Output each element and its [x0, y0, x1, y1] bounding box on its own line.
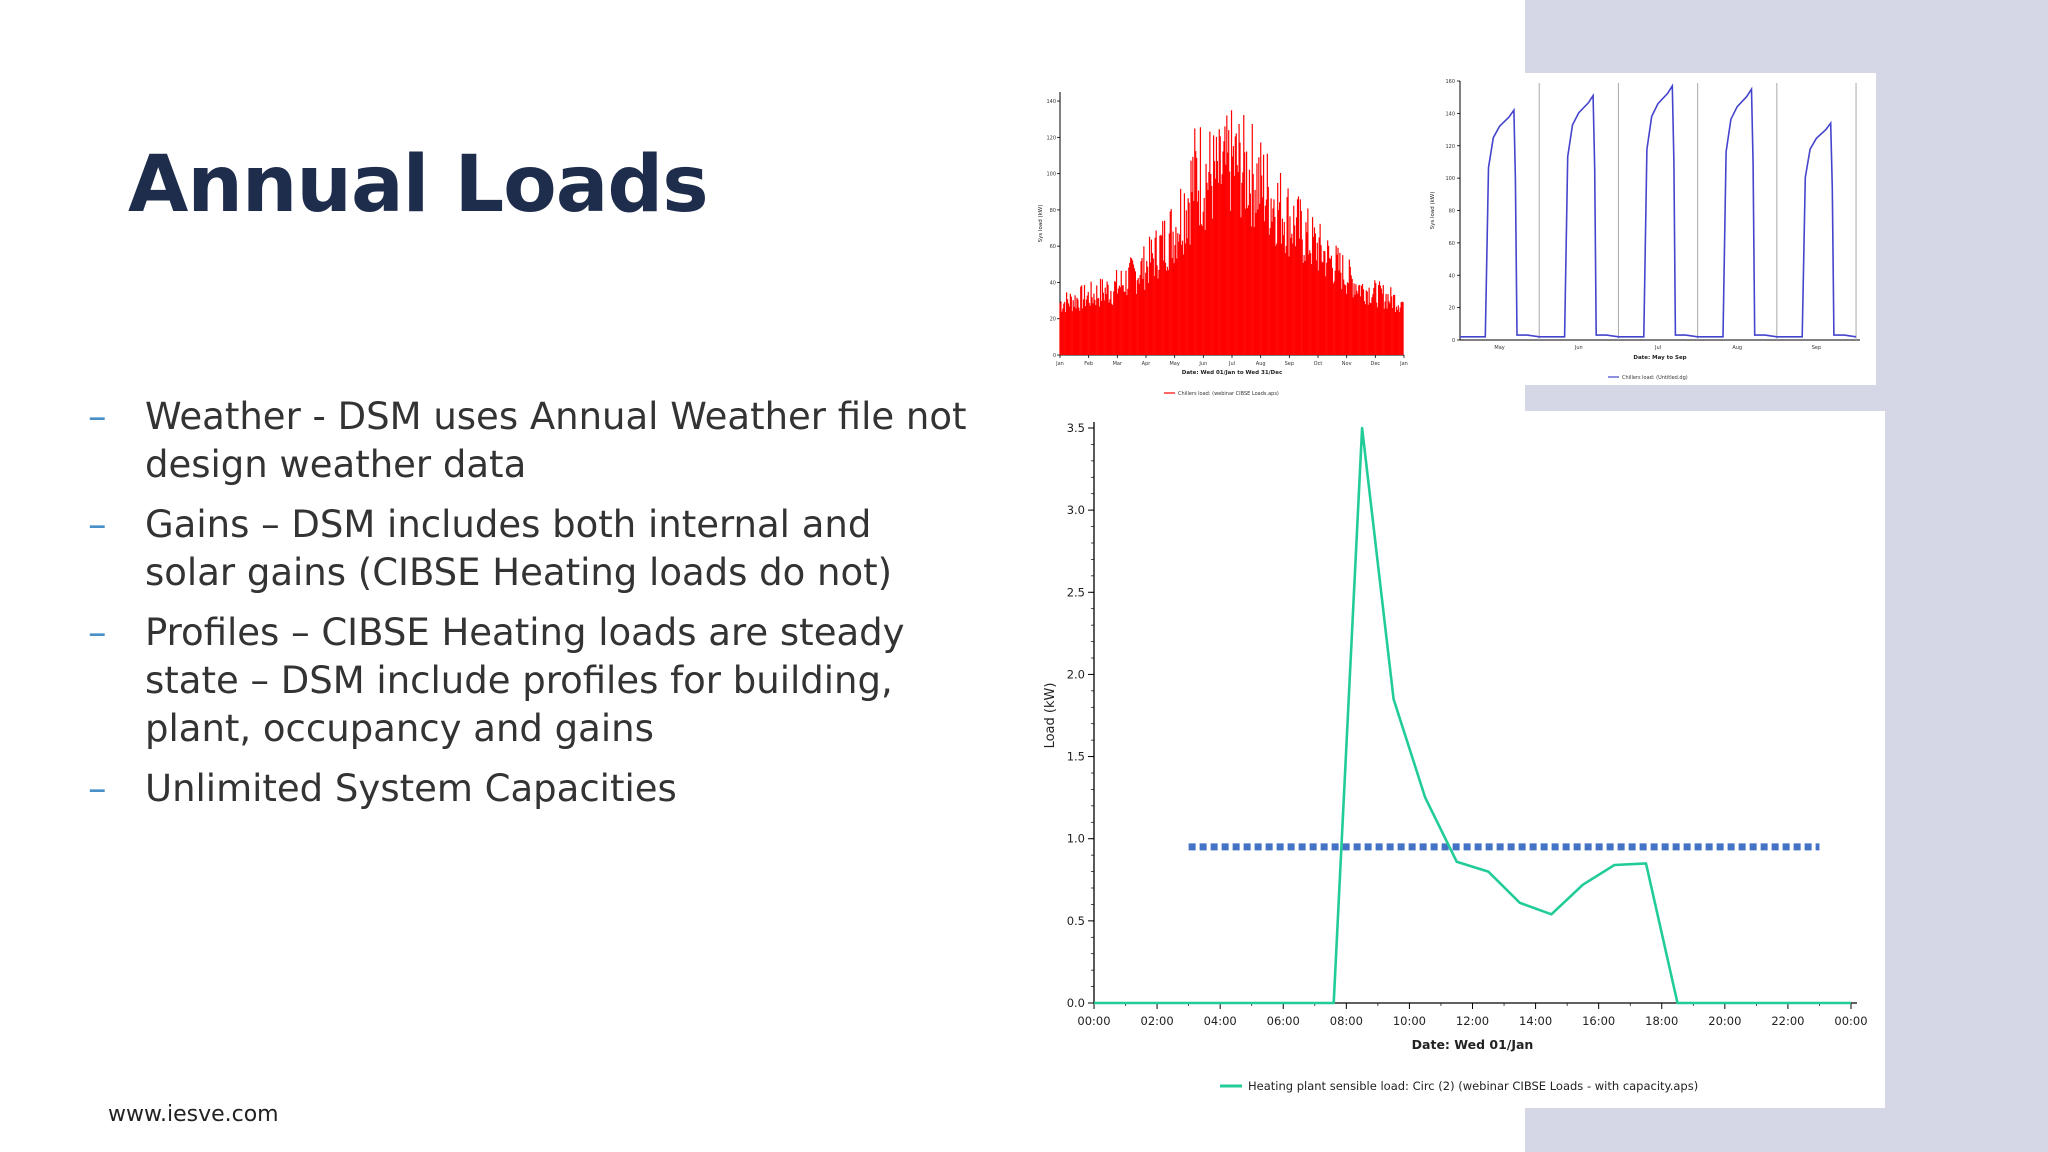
- y-tick-label: 0: [1452, 338, 1455, 344]
- x-tick-label: 12:00: [1456, 1014, 1489, 1028]
- y-tick-label: 60: [1050, 244, 1056, 250]
- y-tick-label: 0.0: [1067, 996, 1085, 1010]
- y-tick-label: 0: [1053, 353, 1056, 359]
- bullet-item: – Profiles – CIBSE Heating loads are stea…: [88, 609, 968, 753]
- y-tick-label: 100: [1445, 176, 1455, 182]
- x-tick-label: Jul: [1228, 361, 1235, 367]
- y-tick-label: 80: [1050, 208, 1056, 214]
- bullet-text: Unlimited System Capacities: [145, 767, 677, 810]
- y-tick-label: 140: [1046, 99, 1056, 105]
- bullet-text: Profiles – CIBSE Heating loads are stead…: [145, 611, 905, 750]
- x-tick-label: 00:00: [1834, 1014, 1867, 1028]
- x-tick-label: Sep: [1812, 345, 1821, 351]
- x-tick-label: Jan: [1055, 361, 1064, 367]
- y-tick-label: 1.5: [1067, 750, 1085, 764]
- y-axis-label: Sys load (kW): [1430, 192, 1436, 230]
- annual-load-chart: 0 20 40 60 80 100 120 140 Jan Feb Mar Apr May Jun Jul A…: [1038, 92, 1408, 397]
- legend-label: Chillers load: (webinar CIBSE Loads.aps): [1178, 391, 1279, 397]
- bullet-list: – Weather - DSM uses Annual Weather file …: [88, 393, 968, 825]
- y-tick-label: 0.5: [1067, 914, 1085, 928]
- weekly-load-chart: 0 20 40 60 80 100 120 140 160 May Jun Jul Aug Sep Date…: [1430, 79, 1860, 381]
- x-tick-label: 04:00: [1204, 1014, 1237, 1028]
- x-axis-label: Date: Wed 01/Jan to Wed 31/Dec: [1182, 370, 1282, 376]
- bullet-marker: –: [88, 395, 107, 438]
- y-tick-label: 160: [1445, 79, 1455, 85]
- x-axis-label: Date: May to Sep: [1633, 355, 1686, 361]
- y-tick-label: 3.5: [1067, 421, 1085, 435]
- heating-load-chart: 0.0 0.5 1.0 1.5 2.0 2.5 3.0 3.5 00:00 02:00 04:00 0…: [1043, 421, 1868, 1093]
- y-tick-label: 40: [1050, 280, 1056, 286]
- x-tick-label: 22:00: [1771, 1014, 1804, 1028]
- legend-label: Heating plant sensible load: Circ (2) (w…: [1248, 1079, 1698, 1093]
- bullet-marker: –: [88, 611, 107, 654]
- x-tick-label: Sep: [1285, 361, 1294, 367]
- y-tick-label: 1.0: [1067, 832, 1085, 846]
- footer-url: www.iesve.com: [108, 1102, 279, 1127]
- y-tick-label: 2.0: [1067, 667, 1085, 681]
- x-tick-label: 02:00: [1141, 1014, 1174, 1028]
- bullet-item: – Weather - DSM uses Annual Weather file …: [88, 393, 968, 489]
- page-title: Annual Loads: [128, 140, 709, 230]
- y-tick-label: 60: [1449, 241, 1455, 247]
- y-axis-label: Sys load (kW): [1038, 205, 1044, 243]
- y-tick-label: 120: [1046, 135, 1056, 141]
- x-tick-label: Aug: [1732, 345, 1742, 351]
- x-tick-label: 06:00: [1267, 1014, 1300, 1028]
- x-tick-label: 10:00: [1393, 1014, 1426, 1028]
- bullet-text: Gains – DSM includes both internal and s…: [145, 503, 893, 594]
- y-tick-label: 40: [1449, 273, 1455, 279]
- bullet-item: – Gains – DSM includes both internal and …: [88, 501, 968, 597]
- bullet-item: – Unlimited System Capacities: [88, 765, 968, 813]
- weekly-load-chart-panel: 0 20 40 60 80 100 120 140 160 May Jun Jul Aug Sep Date…: [1420, 73, 1876, 385]
- x-tick-label: Jun: [1198, 361, 1207, 367]
- y-tick-label: 80: [1449, 209, 1455, 215]
- x-tick-label: May: [1494, 345, 1504, 351]
- bullet-marker: –: [88, 503, 107, 546]
- y-tick-label: 140: [1445, 111, 1455, 117]
- x-tick-label: 16:00: [1582, 1014, 1615, 1028]
- x-tick-label: 20:00: [1708, 1014, 1741, 1028]
- annual-load-chart-panel: 0 20 40 60 80 100 120 140 Jan Feb Mar Apr May Jun Jul A…: [1032, 82, 1417, 404]
- heating-load-line: [1094, 426, 1851, 1005]
- x-tick-label: Mar: [1113, 361, 1123, 367]
- y-axis-label: Load (kW): [1043, 683, 1058, 749]
- y-tick-label: 20: [1050, 317, 1056, 323]
- x-tick-label: Aug: [1256, 361, 1266, 367]
- legend-label: Chillers load: (Untitled.dg): [1622, 375, 1688, 381]
- y-tick-label: 100: [1046, 172, 1056, 178]
- y-tick-label: 20: [1449, 306, 1455, 312]
- x-tick-label: Nov: [1342, 361, 1352, 367]
- bullet-marker: –: [88, 767, 107, 810]
- y-tick-label: 2.5: [1067, 585, 1085, 599]
- heating-load-chart-panel: 0.0 0.5 1.0 1.5 2.0 2.5 3.0 3.5 00:00 02:00 04:00 0…: [1032, 411, 1885, 1108]
- load-series-line: [1460, 83, 1857, 338]
- x-tick-label: 08:00: [1330, 1014, 1363, 1028]
- x-axis-label: Date: Wed 01/Jan: [1412, 1037, 1534, 1052]
- x-tick-label: Dec: [1370, 361, 1380, 367]
- x-tick-label: Oct: [1314, 361, 1323, 367]
- y-tick-label: 3.0: [1067, 503, 1085, 517]
- x-tick-label: Jan: [1399, 361, 1408, 367]
- y-tick-label: 120: [1445, 144, 1455, 150]
- bullet-text: Weather - DSM uses Annual Weather file n…: [145, 395, 967, 486]
- x-tick-label: 18:00: [1645, 1014, 1678, 1028]
- x-tick-label: Jul: [1654, 345, 1661, 351]
- x-tick-label: May: [1169, 361, 1179, 367]
- x-tick-label: 14:00: [1519, 1014, 1552, 1028]
- x-tick-label: Apr: [1142, 361, 1152, 367]
- x-tick-label: Jun: [1574, 345, 1583, 351]
- x-tick-label: Feb: [1084, 361, 1093, 367]
- x-tick-label: 00:00: [1077, 1014, 1110, 1028]
